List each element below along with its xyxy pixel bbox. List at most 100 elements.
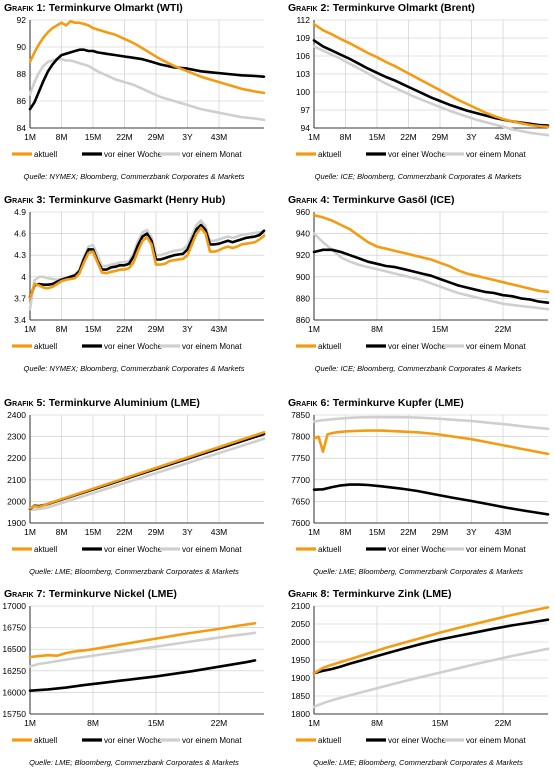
y-tick-label: 16750 xyxy=(2,623,26,633)
x-tick-label: 43M xyxy=(211,324,228,334)
chart-source: Quelle: ICE; Bloomberg, Commerzbank Corp… xyxy=(314,364,522,373)
legend-label: vor einer Woche xyxy=(104,545,163,554)
chart-title: Grafik 4: Terminkurve Gasöl (ICE) xyxy=(288,194,455,206)
series-line-vor-einer-woche xyxy=(312,248,550,304)
series-line-vor-einer-woche xyxy=(312,618,550,675)
y-tick-label: 2000 xyxy=(291,637,310,647)
legend-label: vor einer Woche xyxy=(388,736,447,745)
x-tick-label: 15M xyxy=(85,132,102,142)
chart-source: Quelle: LME; Bloomberg, Commerzbank Corp… xyxy=(29,567,239,576)
y-tick-label: 92 xyxy=(17,15,27,25)
series-line-aktuell xyxy=(312,606,550,675)
y-tick-label: 15750 xyxy=(2,709,26,719)
x-tick-label: 1M xyxy=(24,132,36,142)
y-tick-label: 4.3 xyxy=(14,250,26,260)
y-tick-label: 1800 xyxy=(291,709,310,719)
x-tick-label: 22M xyxy=(116,527,133,537)
x-tick-label: 15M xyxy=(85,324,102,334)
x-tick-label: 3Y xyxy=(182,324,193,334)
x-tick-label: 22M xyxy=(116,324,133,334)
series-line-vor-einem-monat xyxy=(28,437,266,512)
line-chart: 84 86 88 90 92 1M 8M 15M 22M 29M 3Y 43M aktuell vor e… xyxy=(12,15,266,159)
y-tick-label: 2300 xyxy=(7,432,26,442)
chart-panel-3: Grafik 3: Terminkurve Gasmarkt (Henry Hu… xyxy=(0,194,268,384)
x-tick-label: 29M xyxy=(148,132,165,142)
x-tick-label: 22M xyxy=(400,132,417,142)
line-chart: 3.4 3.7 4 4.3 4.6 4.9 1M 8M 15M 22M 29M 3Y 43M aktuel… xyxy=(12,207,266,351)
chart-title: Grafik 5: Terminkurve Aluminium (LME) xyxy=(4,397,200,409)
x-tick-label: 8M xyxy=(87,718,99,728)
chart-title: Grafik 8: Terminkurve Zink (LME) xyxy=(288,588,452,600)
y-tick-label: 900 xyxy=(296,272,310,282)
legend-label: vor einer Woche xyxy=(388,150,447,159)
line-chart: 94 97 100 103 106 109 112 1M 8M 15M 22M 29M 3Y 43M akt… xyxy=(296,15,550,159)
x-tick-label: 15M xyxy=(369,527,386,537)
chart-source: Quelle: LME; Bloomberg, Commerzbank Corp… xyxy=(313,567,523,576)
y-tick-label: 1950 xyxy=(291,655,310,665)
x-tick-label: 8M xyxy=(371,718,383,728)
y-tick-label: 17000 xyxy=(2,601,26,611)
legend-label: aktuell xyxy=(318,150,341,159)
y-tick-label: 1900 xyxy=(291,673,310,683)
x-tick-label: 15M xyxy=(432,324,449,334)
x-tick-label: 3Y xyxy=(466,527,477,537)
x-tick-label: 3Y xyxy=(182,527,193,537)
series-line-aktuell xyxy=(28,20,266,95)
chart-panel-4: Grafik 4: Terminkurve Gasöl (ICE) 860 880… xyxy=(284,194,552,384)
chart-source: Quelle: ICE; Bloomberg, Commerzbank Corp… xyxy=(314,172,522,181)
chart-title: Grafik 1: Terminkurve Olmarkt (WTI) xyxy=(4,2,183,14)
x-tick-label: 3Y xyxy=(466,132,477,142)
series-line-vor-einer-woche xyxy=(28,223,266,299)
y-tick-label: 112 xyxy=(296,15,310,25)
legend-label: aktuell xyxy=(318,736,341,745)
legend-label: vor einer Woche xyxy=(388,342,447,351)
x-tick-label: 15M xyxy=(85,527,102,537)
y-tick-label: 88 xyxy=(17,69,27,79)
legend-label: aktuell xyxy=(34,342,57,351)
x-tick-label: 1M xyxy=(24,527,36,537)
line-chart: 860 880 900 920 940 960 1M 8M 15M 22M aktuell vor e… xyxy=(296,207,550,351)
series-line-vor-einem-monat xyxy=(28,631,257,668)
x-tick-label: 8M xyxy=(56,527,68,537)
legend-label: vor einer Woche xyxy=(104,736,163,745)
series-line-vor-einer-woche xyxy=(28,659,257,692)
x-tick-label: 15M xyxy=(369,132,386,142)
series-line-aktuell xyxy=(312,213,550,294)
x-tick-label: 43M xyxy=(495,132,512,142)
y-tick-label: 880 xyxy=(296,293,310,303)
y-tick-label: 1900 xyxy=(7,518,26,528)
x-tick-label: 1M xyxy=(24,324,36,334)
legend-label: vor einem Monat xyxy=(182,545,242,554)
x-tick-label: 29M xyxy=(148,324,165,334)
y-tick-label: 4.9 xyxy=(14,207,26,217)
x-tick-label: 22M xyxy=(400,527,417,537)
x-tick-label: 43M xyxy=(211,527,228,537)
x-tick-label: 1M xyxy=(308,324,320,334)
y-tick-label: 2100 xyxy=(291,601,310,611)
chart-panel-1: Grafik 1: Terminkurve Olmarkt (WTI) 84 86… xyxy=(0,2,268,192)
series-line-aktuell xyxy=(28,226,266,300)
x-tick-label: 15M xyxy=(148,718,165,728)
y-tick-label: 16000 xyxy=(2,687,26,697)
legend-label: aktuell xyxy=(34,545,57,554)
y-tick-label: 7800 xyxy=(291,432,310,442)
y-tick-label: 2400 xyxy=(7,410,26,420)
series-line-vor-einem-monat xyxy=(312,232,550,311)
x-tick-label: 8M xyxy=(340,527,352,537)
legend-label: vor einem Monat xyxy=(466,342,526,351)
y-tick-label: 2100 xyxy=(7,475,26,485)
y-tick-label: 94 xyxy=(301,123,311,133)
chart-title: Grafik 3: Terminkurve Gasmarkt (Henry Hu… xyxy=(4,194,226,206)
chart-panel-2: Grafik 2: Terminkurve Olmarkt (Brent) 94… xyxy=(284,2,552,192)
x-tick-label: 22M xyxy=(116,132,133,142)
legend-label: aktuell xyxy=(34,736,57,745)
series-line-vor-einem-monat xyxy=(28,57,266,122)
series-line-vor-einer-woche xyxy=(312,39,550,127)
y-tick-label: 4 xyxy=(21,272,26,282)
chart-title: Grafik 6: Terminkurve Kupfer (LME) xyxy=(288,397,464,409)
series-line-vor-einer-woche xyxy=(312,483,550,516)
x-tick-label: 8M xyxy=(56,132,68,142)
x-tick-label: 8M xyxy=(56,324,68,334)
y-tick-label: 2000 xyxy=(7,496,26,506)
legend-label: vor einer Woche xyxy=(104,342,163,351)
